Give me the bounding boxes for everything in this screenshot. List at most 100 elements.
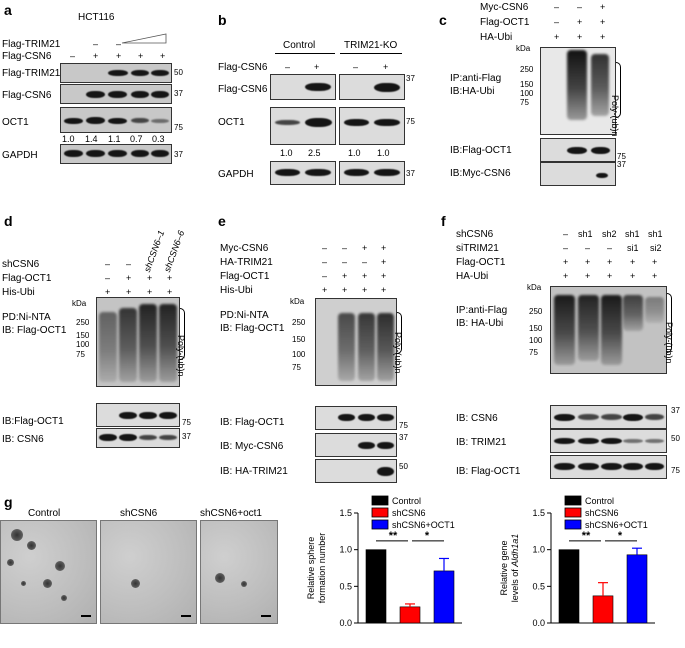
mark: – bbox=[563, 229, 569, 239]
mark: + bbox=[314, 62, 320, 72]
mark: + bbox=[116, 51, 122, 61]
chart-aldh1a1-levels: Control shCSN6 shCSN6+OCT1 0.0 0.5 1.0 1.5 Rela… bbox=[493, 493, 683, 643]
mark: – bbox=[116, 39, 122, 49]
cell-line-label: HCT116 bbox=[78, 12, 115, 23]
y-axis-label: levels of Aldh1a1 bbox=[510, 534, 520, 603]
panel-label-e: e bbox=[218, 213, 226, 229]
quant-value: 1.0 bbox=[62, 134, 75, 144]
blot-label-oct1: OCT1 bbox=[218, 117, 245, 128]
mark: + bbox=[93, 51, 99, 61]
blot-myc-csn6-c bbox=[540, 162, 616, 186]
poly-ub-label: Poly-(ub)n bbox=[610, 95, 620, 137]
legend-swatch bbox=[371, 507, 389, 518]
blot-flag-csn6 bbox=[60, 84, 172, 104]
chart-svg: Control shCSN6 shCSN6+OCT1 0.0 0.5 1.0 1.5 Rela… bbox=[499, 495, 655, 628]
mark: + bbox=[381, 285, 387, 295]
blot-flag-oct1-f bbox=[550, 455, 667, 479]
bar bbox=[365, 549, 387, 624]
ladder-marker: 250 bbox=[292, 318, 306, 327]
ladder-marker: 250 bbox=[520, 65, 534, 74]
blot-myc-csn6-e bbox=[315, 433, 397, 457]
panel-label-a: a bbox=[4, 2, 12, 18]
mark: + bbox=[322, 285, 328, 295]
blot-flag-trim21 bbox=[60, 63, 172, 83]
mark: + bbox=[381, 271, 387, 281]
chart-svg: Control shCSN6 shCSN6+OCT1 0.0 0.5 1.0 1.5 Rela… bbox=[306, 495, 462, 628]
mark: sh2 bbox=[602, 229, 617, 239]
pd-label: PD:Ni-NTA bbox=[220, 310, 269, 321]
sig-mark: ** bbox=[389, 530, 398, 542]
kda-label: kDa bbox=[290, 297, 305, 306]
mw-marker: 37 bbox=[174, 150, 183, 159]
y-tick-label: 0.5 bbox=[532, 581, 545, 591]
blot-ubiquitination-e bbox=[315, 298, 397, 386]
legend-swatch bbox=[564, 495, 582, 506]
quant-value: 2.5 bbox=[308, 148, 321, 158]
mark: + bbox=[600, 2, 606, 12]
y-tick-label: 1.5 bbox=[532, 508, 545, 518]
row-label-myc-csn6: Myc-CSN6 bbox=[220, 243, 269, 254]
quant-value: 1.0 bbox=[280, 148, 293, 158]
mark: – bbox=[362, 257, 368, 267]
mw-marker: 50 bbox=[671, 434, 680, 443]
mark: si1 bbox=[627, 243, 639, 253]
mark: + bbox=[607, 257, 613, 267]
mark: + bbox=[362, 271, 368, 281]
blot-oct1-ko bbox=[339, 107, 405, 145]
mw-marker: 50 bbox=[174, 68, 183, 77]
row-label-his-ubi: His-Ubi bbox=[2, 287, 35, 298]
legend-label: shCSN6+OCT1 bbox=[585, 520, 648, 530]
mark: + bbox=[167, 273, 173, 283]
mark: + bbox=[362, 285, 368, 295]
mark: – bbox=[126, 259, 132, 269]
blot-label-myc-csn6: IB:Myc-CSN6 bbox=[450, 168, 511, 179]
legend-swatch bbox=[564, 519, 582, 530]
ladder-marker: 75 bbox=[520, 98, 529, 107]
blot-ha-trim21-e bbox=[315, 459, 397, 483]
quant-value: 1.0 bbox=[377, 148, 390, 158]
quant-value: 1.4 bbox=[85, 134, 98, 144]
mark: + bbox=[600, 17, 606, 27]
y-axis-label: Relative gene bbox=[499, 540, 509, 595]
ladder-marker: 75 bbox=[292, 363, 301, 372]
row-label-flag-csn6: Flag-CSN6 bbox=[2, 51, 52, 62]
blot-label-myc-csn6: IB: Myc-CSN6 bbox=[220, 441, 284, 452]
gene-name: Aldh1a1 bbox=[510, 534, 520, 568]
y-tick-label: 1.0 bbox=[532, 545, 545, 555]
bar bbox=[592, 595, 614, 624]
mw-marker: 37 bbox=[617, 160, 626, 169]
row-label-shcsn6: shCSN6 bbox=[456, 229, 494, 240]
mw-marker: 37 bbox=[671, 406, 680, 415]
ib-label: IB: Flag-OCT1 bbox=[220, 323, 285, 334]
chart-sphere-formation: Control shCSN6 shCSN6+OCT1 0.0 0.5 1.0 1.5 Rela… bbox=[300, 493, 480, 643]
mark: – bbox=[322, 243, 328, 253]
legend-swatch bbox=[371, 519, 389, 530]
mark: + bbox=[147, 287, 153, 297]
sig-mark: * bbox=[425, 530, 430, 542]
blot-ubiquitination-c bbox=[540, 47, 616, 135]
panel-label-f: f bbox=[441, 213, 446, 229]
blot-label-flag-csn6: Flag-CSN6 bbox=[218, 84, 268, 95]
blot-label-flag-oct1: IB:Flag-OCT1 bbox=[450, 145, 512, 156]
mw-marker: 37 bbox=[406, 169, 415, 178]
group-label-trim21-ko: TRIM21-KO bbox=[344, 40, 398, 51]
ladder-marker: 100 bbox=[292, 350, 306, 359]
legend-label: Control bbox=[392, 496, 421, 506]
mark: + bbox=[563, 271, 569, 281]
blot-label-flag-oct1: IB: Flag-OCT1 bbox=[220, 417, 285, 428]
mark: – bbox=[607, 243, 613, 253]
ip-label: IP:anti-Flag bbox=[456, 305, 508, 316]
mark: – bbox=[105, 273, 111, 283]
mark: + bbox=[167, 287, 173, 297]
mark: + bbox=[160, 51, 166, 61]
panel-label-c: c bbox=[439, 12, 447, 28]
mark: – bbox=[322, 271, 328, 281]
row-label-myc-csn6: Myc-CSN6 bbox=[480, 2, 529, 13]
blot-label-trim21: IB: TRIM21 bbox=[456, 437, 507, 448]
pd-label: PD:Ni-NTA bbox=[2, 312, 51, 323]
image-title-shcsn6: shCSN6 bbox=[120, 508, 158, 519]
row-label-ha-ubi: HA-Ubi bbox=[480, 32, 513, 43]
quant-value: 1.1 bbox=[108, 134, 121, 144]
sphere-image-shcsn6 bbox=[100, 520, 197, 624]
mark: + bbox=[652, 271, 658, 281]
